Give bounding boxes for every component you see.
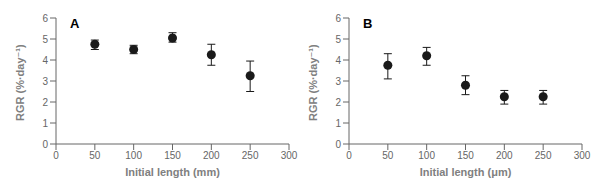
svg-text:300: 300 <box>281 150 298 161</box>
svg-text:300: 300 <box>574 150 591 161</box>
svg-text:5: 5 <box>335 34 341 45</box>
svg-text:6: 6 <box>335 13 341 24</box>
svg-text:Initial length (μm): Initial length (μm) <box>420 166 512 178</box>
svg-text:RGR (%·day⁻¹): RGR (%·day⁻¹) <box>307 44 319 121</box>
svg-text:1: 1 <box>42 118 48 129</box>
svg-text:150: 150 <box>164 150 181 161</box>
html-text:B: B <box>363 16 373 31</box>
svg-text:100: 100 <box>418 150 435 161</box>
svg-text:6: 6 <box>42 13 48 24</box>
svg-text:100: 100 <box>125 150 142 161</box>
svg-text:200: 200 <box>496 150 513 161</box>
svg-text:1: 1 <box>335 118 341 129</box>
svg-text:4: 4 <box>42 55 48 66</box>
svg-text:250: 250 <box>242 150 259 161</box>
svg-text:2: 2 <box>42 97 48 108</box>
svg-text:200: 200 <box>203 150 220 161</box>
svg-text:Initial length (mm): Initial length (mm) <box>125 166 220 178</box>
svg-text:3: 3 <box>42 76 48 87</box>
svg-text:4: 4 <box>335 55 341 66</box>
svg-text:150: 150 <box>457 150 474 161</box>
svg-text:0: 0 <box>346 150 352 161</box>
svg-text:50: 50 <box>89 150 101 161</box>
svg-text:0: 0 <box>42 139 48 150</box>
svg-text:RGR (%·day⁻¹): RGR (%·day⁻¹) <box>14 44 26 121</box>
svg-text:2: 2 <box>335 97 341 108</box>
svg-text:250: 250 <box>535 150 552 161</box>
svg-text:50: 50 <box>382 150 394 161</box>
svg-text:5: 5 <box>42 34 48 45</box>
html-text:A: A <box>70 16 80 31</box>
svg-text:0: 0 <box>53 150 59 161</box>
svg-text:3: 3 <box>335 76 341 87</box>
svg-text:0: 0 <box>335 139 341 150</box>
